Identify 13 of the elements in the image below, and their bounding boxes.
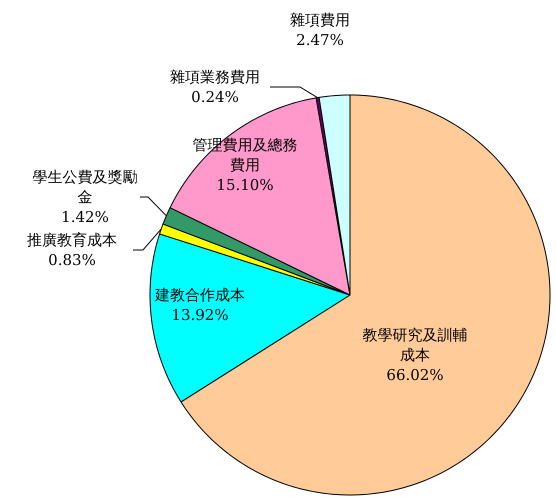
slice-label: 學生公費及獎勵金	[32, 168, 138, 206]
data-label: 2.47%	[296, 31, 344, 49]
slice-label: 教學研究及訓輔成本	[362, 326, 468, 364]
data-label: 0.24%	[191, 88, 239, 106]
data-label: 15.10%	[216, 176, 274, 194]
slice-label: 雜項費用	[290, 11, 350, 29]
data-label: 0.83%	[48, 251, 96, 269]
slice-label: 雜項業務費用	[170, 68, 260, 86]
data-label: 1.42%	[61, 208, 109, 226]
slice-label: 建教合作成本	[154, 286, 245, 304]
data-label: 66.02%	[386, 366, 444, 384]
slice-label: 推廣教育成本	[27, 231, 117, 249]
data-label: 13.92%	[171, 306, 229, 324]
